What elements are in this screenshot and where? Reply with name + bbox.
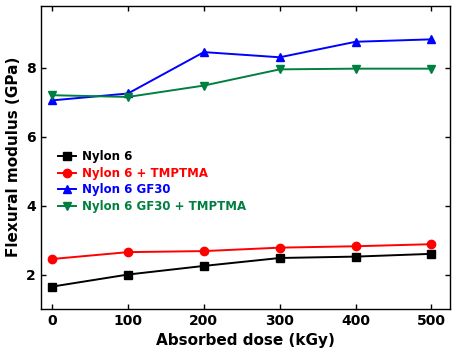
Nylon 6 [201,264,206,268]
Nylon 6 GF30 + TMPTMA [276,67,282,72]
Nylon 6 GF30 + TMPTMA [125,95,131,99]
Nylon 6 GF30 [276,55,282,59]
Y-axis label: Flexural modulus (GPa): Flexural modulus (GPa) [5,57,20,257]
Nylon 6 [49,285,55,289]
Nylon 6 [276,256,282,260]
Nylon 6 GF30 + TMPTMA [428,67,433,71]
Line: Nylon 6 GF30: Nylon 6 GF30 [48,35,435,104]
Nylon 6 GF30 [428,37,433,41]
Nylon 6 GF30 [49,98,55,103]
Line: Nylon 6 GF30 + TMPTMA: Nylon 6 GF30 + TMPTMA [48,64,435,101]
Nylon 6 GF30 [125,91,131,96]
Legend: Nylon 6, Nylon 6 + TMPTMA, Nylon 6 GF30, Nylon 6 GF30 + TMPTMA: Nylon 6, Nylon 6 + TMPTMA, Nylon 6 GF30,… [55,147,249,216]
Nylon 6 + TMPTMA [428,242,433,246]
Nylon 6 [428,252,433,256]
Nylon 6 GF30 [352,40,358,44]
Line: Nylon 6 + TMPTMA: Nylon 6 + TMPTMA [48,240,435,263]
Nylon 6 + TMPTMA [352,244,358,249]
Nylon 6 + TMPTMA [125,250,131,254]
Nylon 6 GF30 [201,50,206,54]
Nylon 6 GF30 + TMPTMA [352,67,358,71]
Nylon 6 + TMPTMA [276,246,282,250]
Nylon 6 [352,255,358,259]
Nylon 6 + TMPTMA [49,257,55,261]
Nylon 6 GF30 + TMPTMA [49,93,55,97]
Nylon 6 [125,273,131,277]
Line: Nylon 6: Nylon 6 [48,250,435,291]
Nylon 6 + TMPTMA [201,249,206,253]
X-axis label: Absorbed dose (kGy): Absorbed dose (kGy) [156,333,334,348]
Nylon 6 GF30 + TMPTMA [201,84,206,88]
